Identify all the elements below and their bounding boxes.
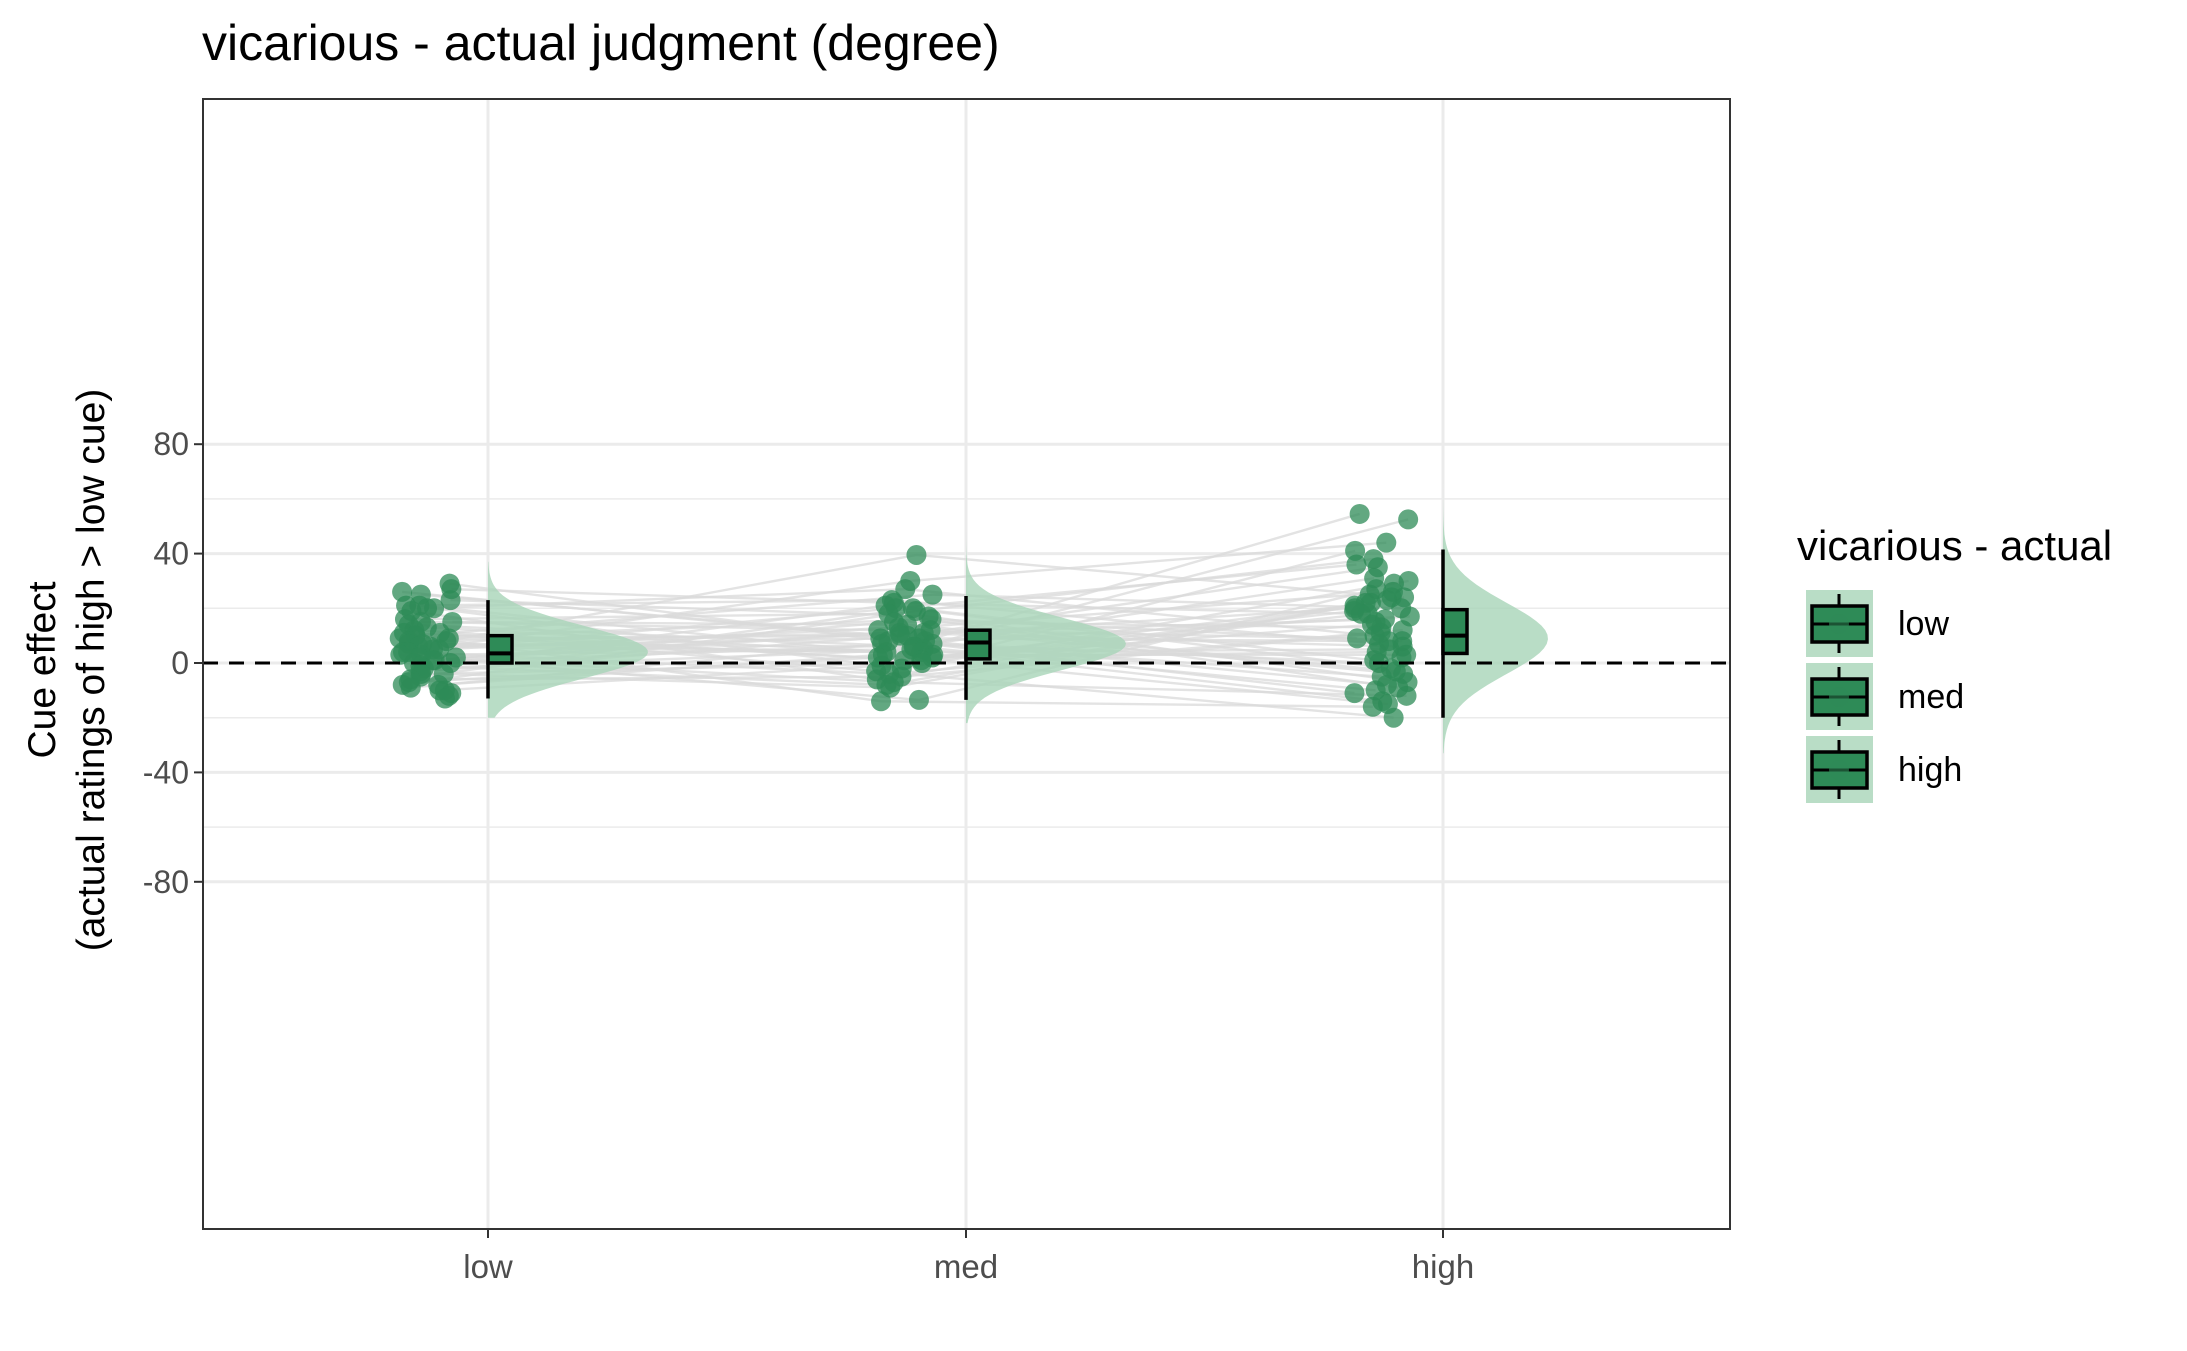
boxplot-high	[1441, 549, 1469, 718]
chart-title: vicarious - actual judgment (degree)	[202, 15, 1000, 71]
boxplot-box	[486, 633, 514, 665]
data-point-high	[1347, 628, 1368, 649]
y-tick-label: -40	[143, 754, 189, 790]
y-axis: -80 -40 0 40 80	[143, 426, 203, 900]
data-point-med	[871, 691, 892, 712]
legend-key-point	[1829, 614, 1849, 634]
x-tick-label: low	[463, 1248, 513, 1285]
data-point-high	[1362, 696, 1383, 717]
x-tick-label: high	[1412, 1248, 1474, 1285]
boxplot-box	[1441, 607, 1469, 656]
connector-line	[910, 541, 1387, 583]
data-point-high	[1383, 707, 1404, 728]
y-tick-label: 80	[153, 426, 189, 462]
data-point-med	[906, 544, 927, 565]
data-point-high	[1376, 532, 1397, 553]
legend-key-high: high	[1806, 736, 1962, 803]
data-point-med	[895, 579, 916, 600]
legend-key-point	[1829, 687, 1849, 707]
data-point-low	[440, 590, 461, 611]
data-point-high	[1344, 683, 1365, 704]
data-point-high	[1398, 509, 1419, 530]
data-point-high	[1396, 685, 1417, 706]
data-point-low	[424, 598, 445, 619]
legend: vicarious - actual low med high	[1797, 522, 2112, 803]
y-axis-label-line-1: Cue effect	[21, 581, 64, 758]
connector-line	[881, 700, 1373, 708]
legend-label-high: high	[1898, 751, 1962, 789]
legend-key-med: med	[1806, 663, 1964, 730]
data-point-high	[1346, 554, 1367, 575]
data-point-high	[1349, 503, 1370, 524]
density-cloud-med	[966, 531, 1126, 724]
legend-label-med: med	[1898, 678, 1964, 716]
data-point-med	[912, 653, 933, 673]
data-point-med	[922, 584, 943, 605]
data-point-low	[435, 688, 456, 709]
y-tick-label: 40	[153, 536, 189, 572]
boxplot-box	[964, 628, 992, 661]
connector-line	[876, 670, 1394, 719]
density-cloud-high	[1443, 479, 1548, 754]
legend-title: vicarious - actual	[1797, 522, 2112, 569]
density-cloud-low	[488, 561, 648, 718]
data-point-low	[400, 677, 421, 698]
legend-label-low: low	[1898, 605, 1949, 643]
y-axis-label-line-2: (actual ratings of high > low cue)	[70, 389, 113, 952]
y-tick-label: 0	[171, 645, 189, 681]
y-tick-label: -80	[143, 864, 189, 900]
legend-key-low: low	[1806, 590, 1949, 657]
plot-panel	[202, 98, 1731, 1230]
legend-key-point	[1829, 760, 1849, 780]
boxplot-med	[964, 595, 992, 700]
x-tick-label: med	[934, 1248, 998, 1285]
x-axis: low med high	[463, 1229, 1474, 1285]
data-point-med	[908, 689, 929, 710]
connector-line	[916, 553, 1370, 596]
boxplot-low	[486, 600, 514, 699]
